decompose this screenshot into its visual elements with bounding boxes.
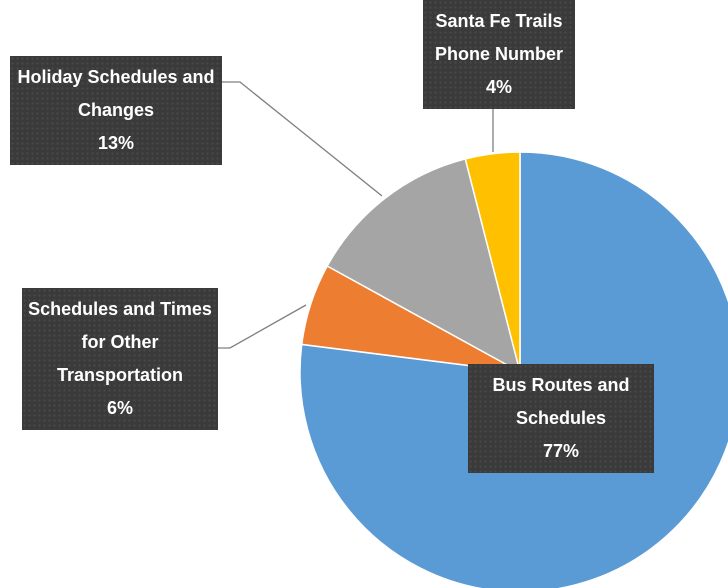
category-label: Holiday Schedules and Changes <box>17 67 215 120</box>
value-label: 77% <box>542 441 580 461</box>
pie-slice <box>299 151 728 588</box>
data-label: Santa Fe Trails Phone Number 4% <box>423 0 575 109</box>
category-label: Santa Fe Trails Phone Number <box>434 11 563 64</box>
value-label: 6% <box>106 398 133 418</box>
category-label: Schedules and Times for Other Transporta… <box>28 299 212 385</box>
data-label: Bus Routes and Schedules 77% <box>468 364 654 473</box>
pie-slice <box>464 151 521 373</box>
category-label: Bus Routes and Schedules <box>492 375 630 428</box>
leader-line <box>222 81 383 197</box>
leader-line <box>218 304 307 349</box>
value-label: 4% <box>485 77 512 97</box>
data-label: Schedules and Times for Other Transporta… <box>22 288 218 430</box>
pie-slice <box>326 157 522 374</box>
value-label: 13% <box>97 133 135 153</box>
data-label: Holiday Schedules and Changes 13% <box>10 56 222 165</box>
